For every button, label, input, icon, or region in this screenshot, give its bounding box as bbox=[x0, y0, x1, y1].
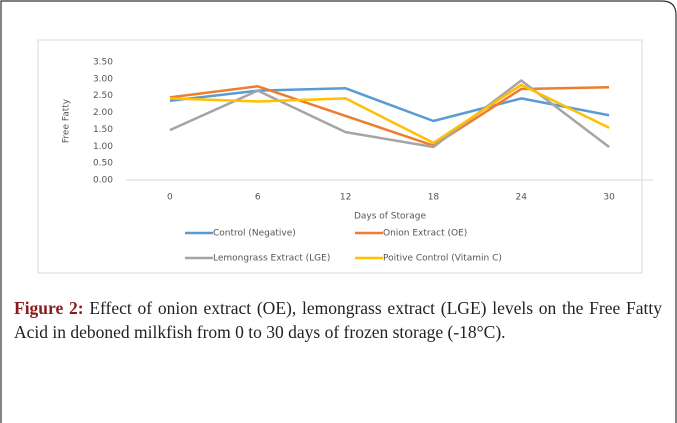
y-tick-label: 0.50 bbox=[93, 159, 113, 169]
y-tick-label: 2.50 bbox=[93, 91, 113, 101]
y-tick-label: 1.50 bbox=[93, 125, 113, 135]
x-tick-label: 30 bbox=[603, 193, 615, 203]
x-axis-label: Days of Storage bbox=[354, 212, 427, 222]
series-line bbox=[169, 87, 610, 123]
series-line bbox=[169, 85, 610, 147]
legend-label: Poitive Control (Vitamin C) bbox=[383, 254, 502, 264]
caption-label: Figure 2: bbox=[14, 298, 84, 318]
series-line bbox=[169, 83, 610, 145]
legend-label: Lemongrass Extract (LGE) bbox=[213, 254, 330, 264]
x-tick-label: 12 bbox=[340, 193, 351, 203]
chart-box bbox=[37, 39, 643, 274]
y-tick-label: 1.00 bbox=[93, 142, 113, 152]
caption-text: Effect of onion extract (OE), lemongrass… bbox=[14, 298, 663, 342]
x-tick-label: 6 bbox=[255, 193, 261, 203]
y-tick-label: 0.00 bbox=[93, 176, 113, 186]
series-line bbox=[169, 79, 610, 149]
y-tick-label: 2.00 bbox=[93, 108, 113, 118]
x-tick-label: 0 bbox=[167, 193, 173, 203]
legend-label: Control (Negative) bbox=[213, 229, 296, 239]
y-axis-label: Free Fatty bbox=[62, 98, 72, 143]
y-tick-label: 3.00 bbox=[93, 74, 113, 84]
legend-label: Onion Extract (OE) bbox=[383, 229, 467, 239]
x-tick-label: 18 bbox=[428, 193, 440, 203]
x-tick-label: 24 bbox=[516, 193, 528, 203]
caption: Figure 2: Effect of onion extract (OE), … bbox=[14, 296, 662, 344]
y-tick-label: 3.50 bbox=[93, 58, 113, 68]
